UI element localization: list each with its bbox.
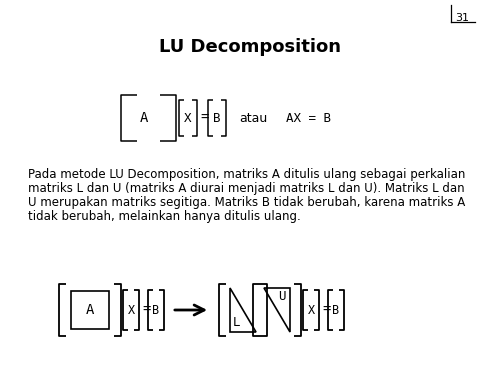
Text: B: B (213, 112, 220, 125)
Text: =: = (142, 303, 150, 317)
Text: =: = (322, 303, 330, 317)
Text: X: X (128, 303, 134, 317)
Text: X: X (184, 112, 191, 125)
Bar (71, 291, 109, 329)
Text: AX = B: AX = B (286, 112, 331, 125)
Text: U merupakan matriks segitiga. Matriks B tidak berubah, karena matriks A: U merupakan matriks segitiga. Matriks B … (28, 196, 465, 209)
Text: B: B (152, 303, 160, 317)
Text: X: X (308, 303, 314, 317)
Text: =: = (200, 111, 209, 125)
Text: U: U (278, 290, 286, 303)
Text: A: A (86, 303, 94, 317)
Text: matriks L dan U (matriks A diurai menjadi matriks L dan U). Matriks L dan: matriks L dan U (matriks A diurai menjad… (28, 182, 464, 195)
Text: LU Decomposition: LU Decomposition (159, 38, 341, 56)
Text: L: L (233, 317, 241, 330)
Text: Pada metode LU Decomposition, matriks A ditulis ulang sebagai perkalian: Pada metode LU Decomposition, matriks A … (28, 168, 466, 181)
Text: 31: 31 (455, 13, 469, 23)
Text: B: B (332, 303, 340, 317)
Text: atau: atau (240, 112, 268, 125)
Text: tidak berubah, melainkan hanya ditulis ulang.: tidak berubah, melainkan hanya ditulis u… (28, 210, 301, 223)
Text: A: A (140, 111, 148, 125)
